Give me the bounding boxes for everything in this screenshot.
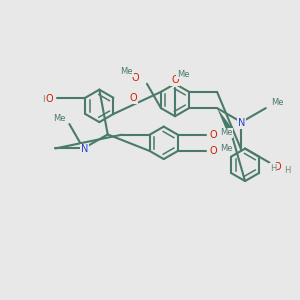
Text: Me: Me (177, 70, 189, 79)
Text: Me: Me (220, 145, 232, 154)
Text: H: H (42, 95, 49, 104)
Text: H: H (284, 166, 291, 175)
Text: O: O (210, 146, 218, 156)
Text: O: O (129, 93, 137, 103)
Polygon shape (217, 108, 234, 134)
Text: O: O (210, 130, 218, 140)
Text: Me: Me (120, 67, 133, 76)
Text: H: H (270, 164, 276, 173)
Text: Me: Me (220, 128, 232, 137)
Text: O: O (171, 75, 179, 85)
Text: O: O (46, 94, 53, 104)
Text: Me: Me (272, 98, 284, 106)
Text: Me: Me (53, 114, 66, 123)
Text: O: O (131, 73, 139, 83)
Text: O: O (274, 162, 281, 172)
Text: N: N (238, 118, 245, 128)
Text: N: N (81, 144, 88, 154)
